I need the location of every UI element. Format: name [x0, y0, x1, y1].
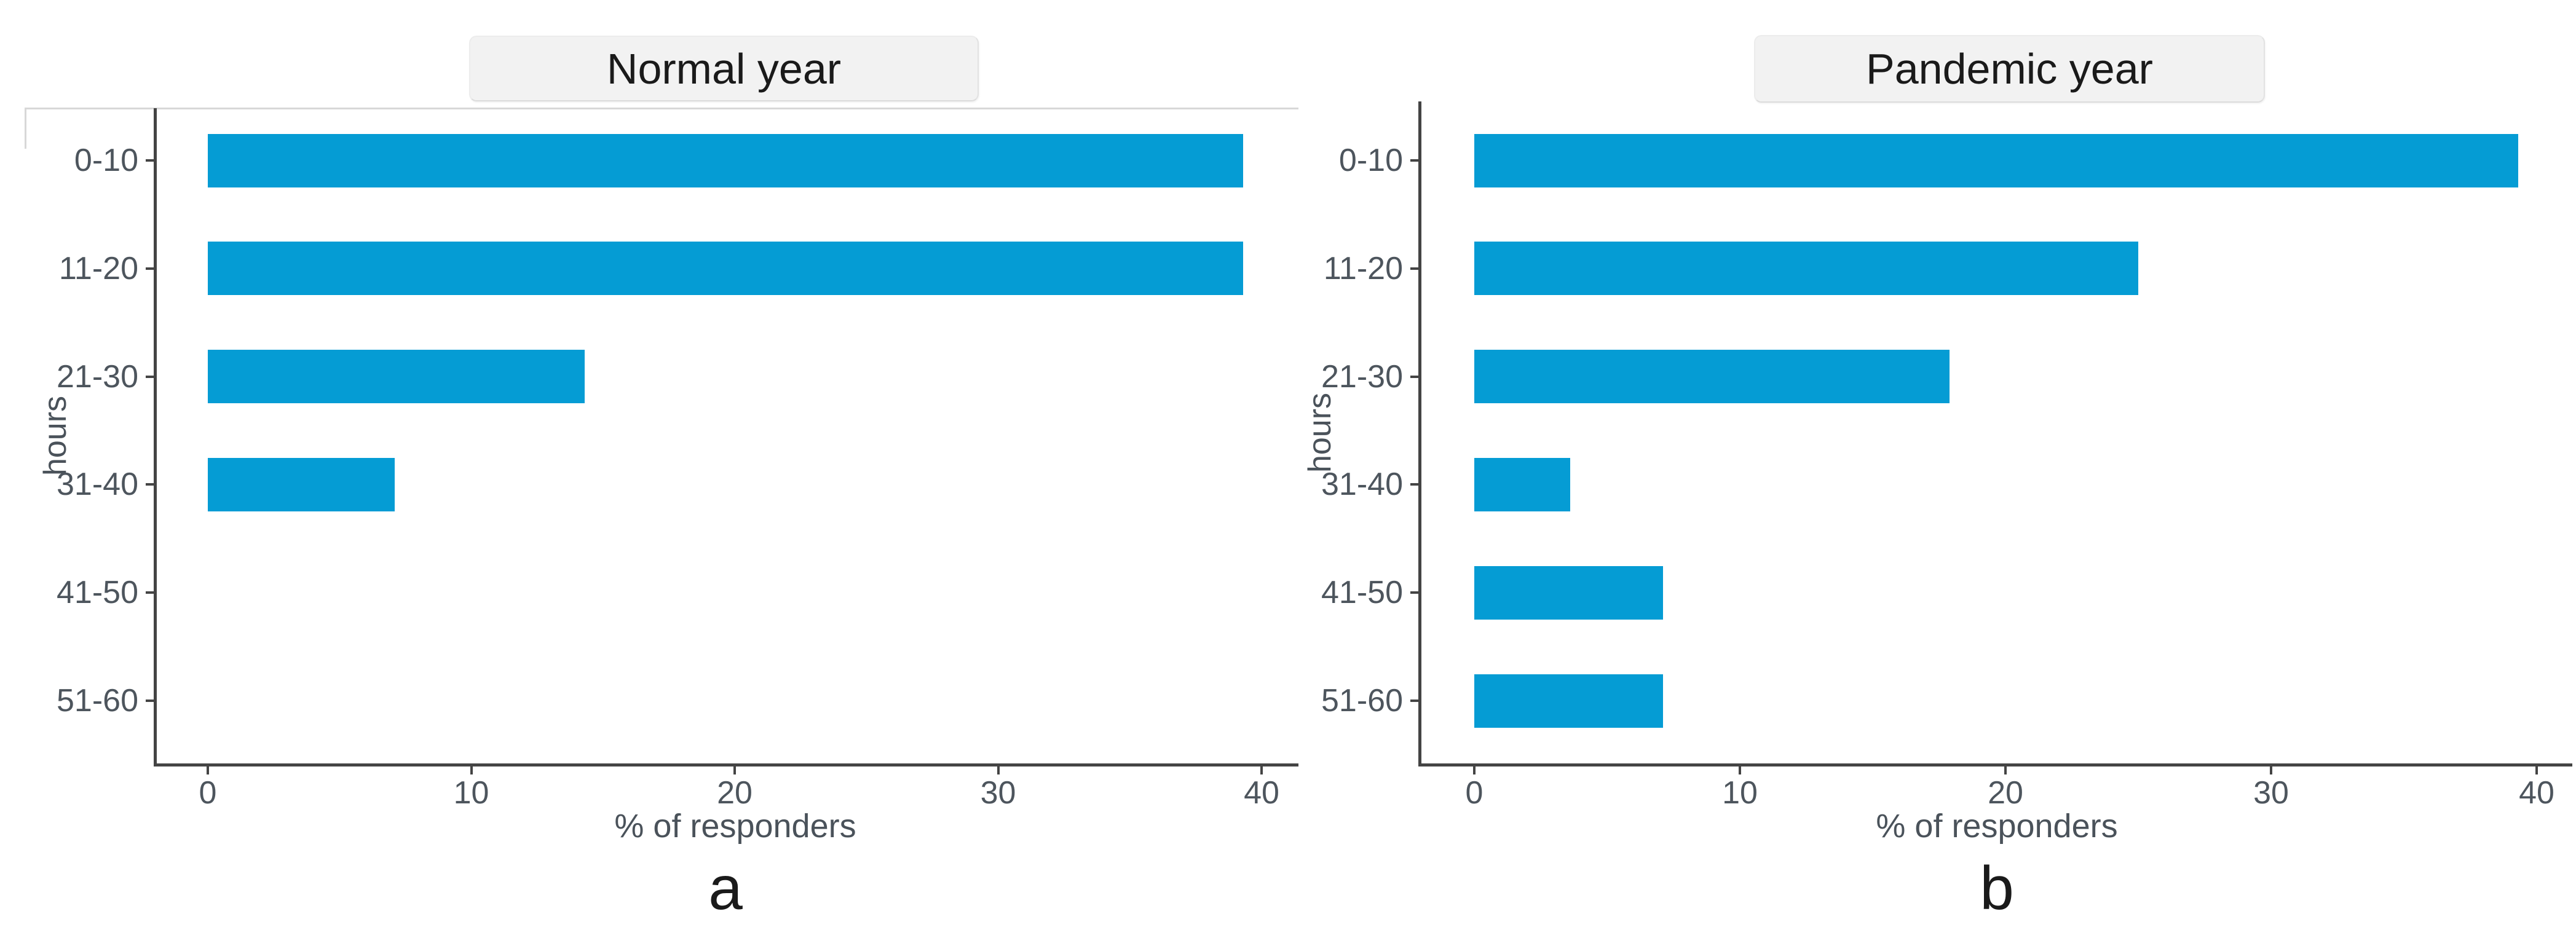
- y-axis-label-a-51-60: 51-60: [57, 683, 138, 719]
- x-axis-title-responders-a: % of responders: [614, 808, 856, 845]
- x-axis-label-a-0: 0: [199, 775, 217, 811]
- bar-b-11-20: [1474, 242, 2138, 296]
- y-axis-title-hours-a: hours: [38, 395, 73, 476]
- table-border-artifact-horizontal: [25, 108, 1298, 109]
- x-tick-b-20: [2004, 766, 2007, 774]
- x-axis-label-b-20: 20: [1988, 775, 2023, 811]
- y-axis-label-b-21-30: 21-30: [1321, 358, 1403, 395]
- y-tick-b-41-50: [1410, 591, 1418, 594]
- x-axis-label-b-0: 0: [1465, 775, 1484, 811]
- y-tick-b-31-40: [1410, 483, 1418, 486]
- x-tick-b-10: [1739, 766, 1741, 774]
- bar-a-11-20: [208, 242, 1243, 296]
- y-axis-title-hours-b: hours: [1302, 392, 1338, 473]
- y-tick-a-11-20: [146, 267, 154, 270]
- y-axis-label-b-31-40: 31-40: [1321, 467, 1403, 503]
- table-border-artifact-vertical-stub: [25, 108, 26, 149]
- y-axis-label-a-21-30: 21-30: [57, 358, 138, 395]
- bar-b-21-30: [1474, 350, 1950, 404]
- y-tick-b-51-60: [1410, 699, 1418, 702]
- x-axis-line-a: [154, 763, 1298, 766]
- y-axis-label-a-41-50: 41-50: [57, 575, 138, 611]
- x-axis-label-a-30: 30: [980, 775, 1016, 811]
- bar-b-41-50: [1474, 565, 1663, 620]
- y-axis-label-a-11-20: 11-20: [58, 250, 138, 286]
- x-axis-label-b-30: 30: [2253, 775, 2289, 811]
- y-tick-b-21-30: [1410, 375, 1418, 378]
- y-tick-a-21-30: [146, 375, 154, 378]
- y-tick-a-41-50: [146, 591, 154, 594]
- y-tick-b-11-20: [1410, 267, 1418, 270]
- x-tick-a-30: [997, 766, 1000, 774]
- x-axis-label-a-10: 10: [453, 775, 489, 811]
- bar-b-0-10: [1474, 133, 2518, 187]
- y-tick-a-51-60: [146, 699, 154, 702]
- bar-a-21-30: [208, 350, 585, 404]
- x-tick-b-0: [1473, 766, 1476, 774]
- y-axis-label-a-31-40: 31-40: [57, 467, 138, 503]
- x-tick-b-40: [2535, 766, 2538, 774]
- x-tick-a-20: [733, 766, 736, 774]
- y-axis-label-b-41-50: 41-50: [1321, 575, 1403, 611]
- panel-title-normal-year: Normal year: [606, 44, 842, 93]
- subfigure-caption-a: a: [708, 854, 743, 923]
- y-tick-a-0-10: [146, 159, 154, 162]
- bar-b-31-40: [1474, 457, 1570, 511]
- x-axis-title-responders-b: % of responders: [1876, 808, 2118, 845]
- x-axis-line-b: [1418, 763, 2572, 766]
- y-axis-label-a-0-10: 0-10: [74, 143, 138, 178]
- x-axis-label-b-40: 40: [2519, 775, 2554, 811]
- x-tick-a-10: [470, 766, 473, 774]
- x-tick-a-0: [207, 766, 209, 774]
- y-axis-label-b-0-10: 0-10: [1338, 143, 1403, 178]
- x-tick-b-30: [2270, 766, 2272, 774]
- bar-b-51-60: [1474, 674, 1663, 728]
- bar-a-31-40: [208, 457, 395, 511]
- y-tick-a-31-40: [146, 483, 154, 486]
- x-axis-label-b-10: 10: [1722, 775, 1758, 811]
- panel-title-pandemic-year: Pandemic year: [1866, 45, 2153, 93]
- y-axis-label-b-11-20: 11-20: [1323, 250, 1403, 286]
- x-axis-label-a-40: 40: [1244, 775, 1279, 811]
- y-axis-label-b-51-60: 51-60: [1321, 683, 1403, 719]
- y-axis-line-a: [154, 108, 157, 766]
- y-tick-b-0-10: [1410, 159, 1418, 162]
- panel-title-box-normal-year: Normal year: [469, 36, 979, 101]
- x-axis-label-a-20: 20: [717, 775, 753, 811]
- x-tick-a-40: [1260, 766, 1263, 774]
- y-axis-line-b: [1418, 101, 1421, 766]
- subfigure-caption-b: b: [1980, 854, 2014, 923]
- panel-title-box-pandemic-year: Pandemic year: [1754, 35, 2265, 103]
- bar-a-0-10: [208, 133, 1243, 187]
